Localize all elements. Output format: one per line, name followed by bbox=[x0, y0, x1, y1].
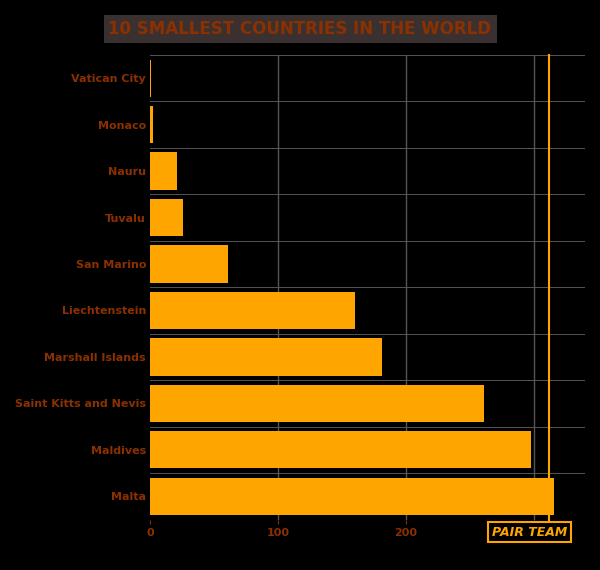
Bar bbox=[150, 431, 531, 469]
Bar bbox=[150, 199, 184, 236]
Bar bbox=[150, 246, 228, 283]
Bar bbox=[150, 478, 554, 515]
Bar bbox=[150, 339, 382, 376]
Bar bbox=[150, 153, 177, 190]
Bar bbox=[150, 292, 355, 329]
Bar bbox=[150, 385, 484, 422]
Bar bbox=[150, 106, 153, 143]
Text: 10 SMALLEST COUNTRIES IN THE WORLD: 10 SMALLEST COUNTRIES IN THE WORLD bbox=[109, 20, 491, 38]
Text: PAIR TEAM: PAIR TEAM bbox=[491, 526, 567, 539]
